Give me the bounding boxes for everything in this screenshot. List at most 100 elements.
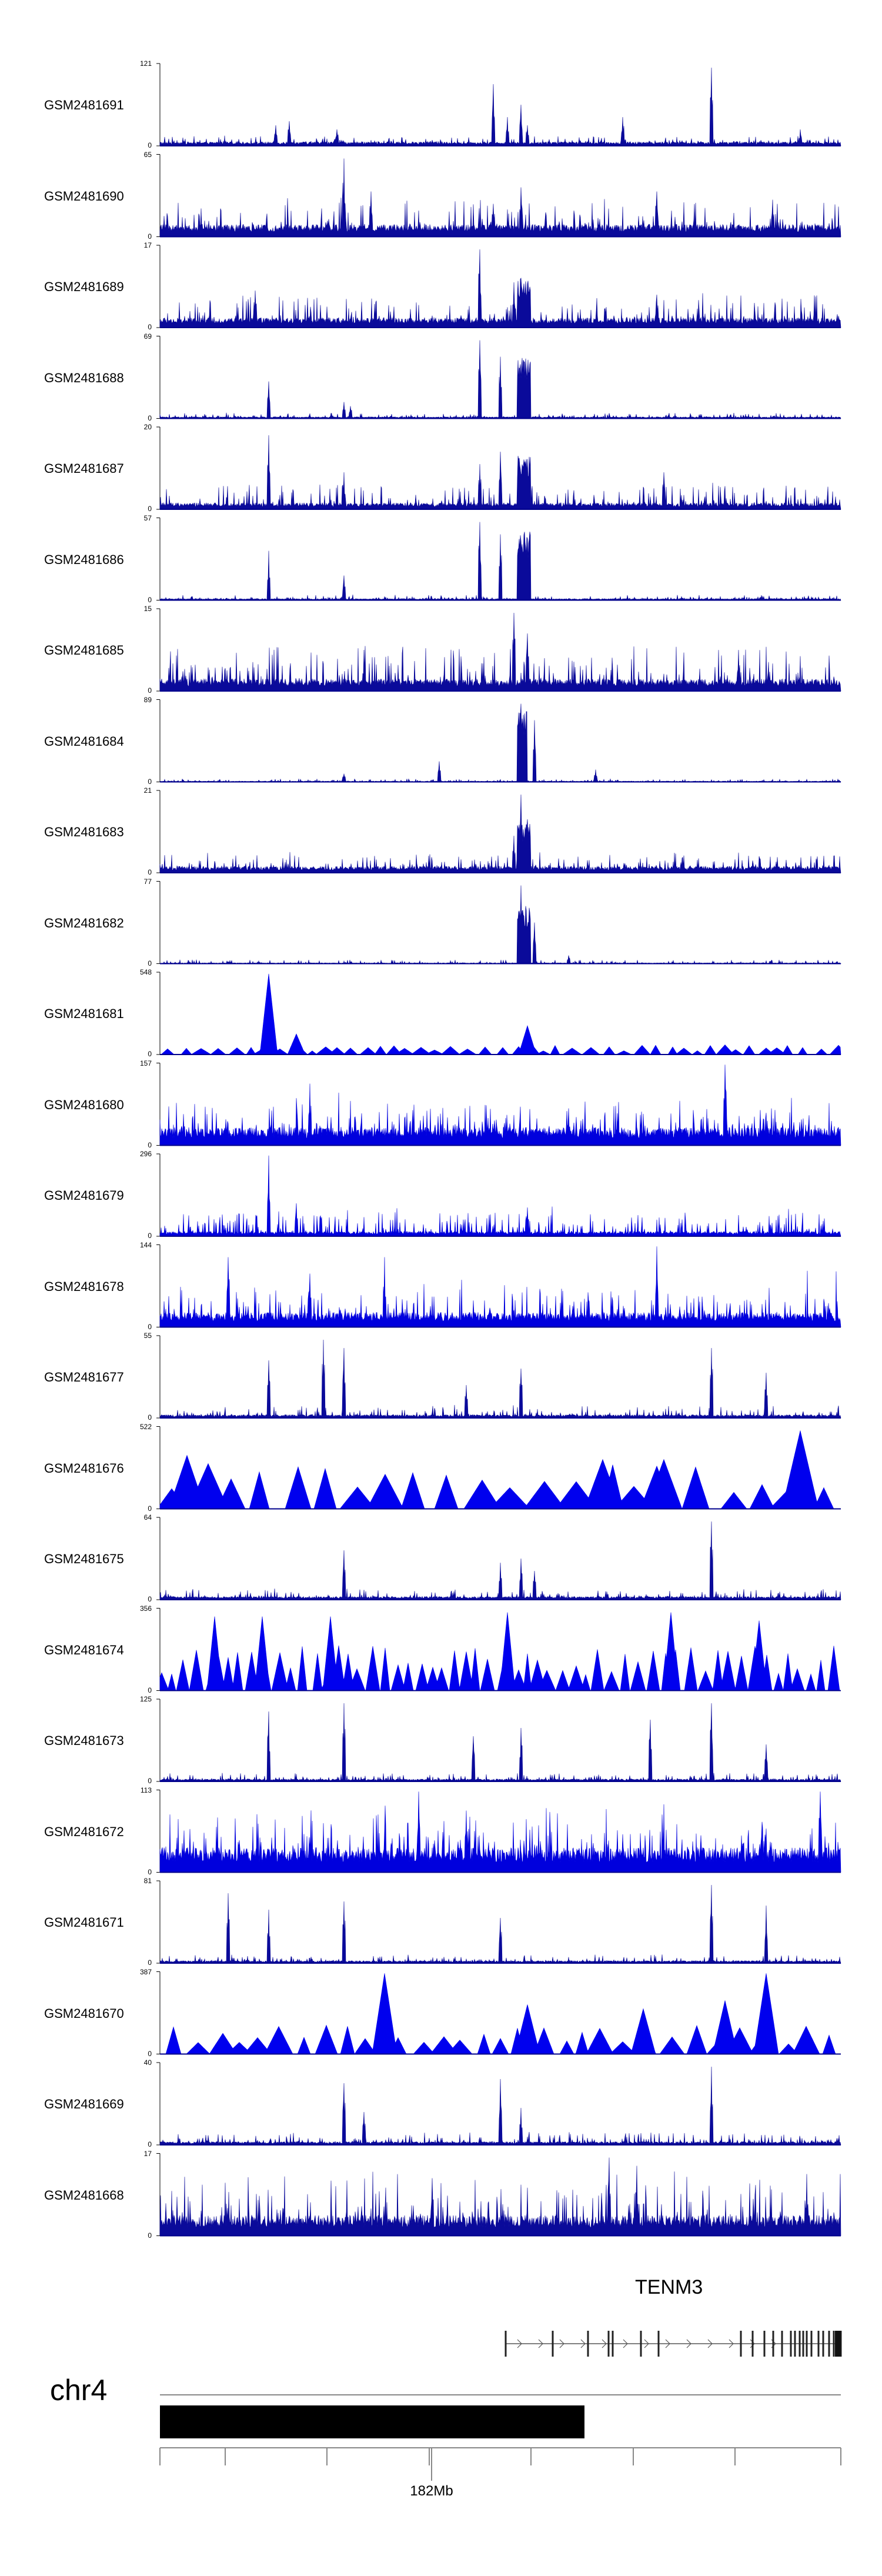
gene-model — [505, 2331, 842, 2357]
track-label: GSM2481676 — [44, 1460, 124, 1476]
y-axis-max-label: 65 — [143, 150, 152, 159]
track-gsm2481683 — [156, 790, 841, 873]
strand-arrow — [517, 2339, 522, 2348]
track-label: GSM2481673 — [44, 1733, 124, 1748]
y-axis-min-label: 0 — [148, 1413, 152, 1422]
signal-area — [159, 249, 841, 328]
y-axis-max-label: 125 — [139, 1695, 152, 1703]
exon — [835, 2331, 841, 2357]
track-label: GSM2481672 — [44, 1824, 124, 1839]
y-axis-max-label: 17 — [143, 2149, 152, 2158]
track-label: GSM2481686 — [44, 552, 124, 567]
exon — [817, 2331, 820, 2357]
y-axis-max-label: 17 — [143, 241, 152, 249]
exon — [552, 2331, 554, 2357]
track-gsm2481669 — [156, 2062, 841, 2145]
track-gsm2481686 — [156, 518, 841, 601]
exon — [612, 2331, 614, 2357]
y-axis-max-label: 548 — [139, 968, 152, 976]
track-gsm2481679 — [156, 1153, 841, 1237]
track-label: GSM2481679 — [44, 1188, 124, 1203]
signal-area — [159, 1430, 841, 1510]
track-label: GSM2481687 — [44, 461, 124, 476]
y-axis-min-label: 0 — [148, 777, 152, 786]
y-axis-max-label: 522 — [139, 1422, 152, 1431]
scale-tick-label: 182Mb — [410, 2483, 453, 2499]
y-axis-max-label: 89 — [143, 695, 152, 704]
y-axis-min-label: 0 — [148, 232, 152, 241]
track-gsm2481676 — [156, 1426, 841, 1510]
signal-area — [159, 1703, 841, 1782]
track-label: GSM2481691 — [44, 98, 124, 112]
y-axis-max-label: 81 — [143, 1877, 152, 1885]
track-label: GSM2481690 — [44, 188, 124, 203]
y-axis-max-label: 55 — [143, 1332, 152, 1340]
track-label: GSM2481671 — [44, 1915, 124, 1930]
signal-area — [159, 612, 841, 692]
y-axis-min-label: 0 — [148, 1050, 152, 1058]
y-axis-min-label: 0 — [148, 141, 152, 149]
exon — [822, 2331, 824, 2357]
strand-arrow — [750, 2339, 755, 2348]
signal-area — [159, 340, 841, 419]
y-axis-min-label: 0 — [148, 959, 152, 967]
y-axis-min-label: 0 — [148, 1322, 152, 1331]
track-gsm2481675 — [156, 1517, 841, 1600]
track-label: GSM2481674 — [44, 1642, 124, 1657]
track-label: GSM2481689 — [44, 279, 124, 294]
strand-arrow — [623, 2339, 628, 2348]
exon — [810, 2331, 813, 2357]
chromosome-ideogram — [159, 2394, 841, 2481]
signal-area — [159, 158, 841, 237]
track-label: GSM2481678 — [44, 1279, 124, 1294]
strand-arrow — [580, 2339, 586, 2348]
track-label: GSM2481683 — [44, 825, 124, 839]
exon — [799, 2331, 801, 2357]
signal-area — [159, 1791, 841, 1873]
signal-area — [159, 522, 841, 600]
y-axis-max-label: 157 — [139, 1059, 152, 1067]
y-axis-max-label: 356 — [139, 1604, 152, 1613]
exon — [505, 2331, 507, 2357]
y-axis-min-label: 0 — [148, 1686, 152, 1694]
y-axis-max-label: 20 — [143, 423, 152, 431]
track-gsm2481687 — [156, 426, 841, 510]
exon — [763, 2331, 766, 2357]
signal-area — [159, 2157, 841, 2236]
y-axis-max-label: 77 — [143, 877, 152, 886]
track-gsm2481672 — [156, 1790, 841, 1873]
track-label: GSM2481668 — [44, 2187, 124, 2203]
track-gsm2481684 — [156, 699, 841, 783]
track-label: GSM2481675 — [44, 1551, 124, 1566]
signal-area — [159, 703, 841, 782]
exon — [657, 2331, 660, 2357]
y-axis-min-label: 0 — [148, 1232, 152, 1240]
track-label: GSM2481681 — [44, 1006, 124, 1021]
signal-area — [159, 885, 842, 964]
y-axis-min-label: 0 — [148, 686, 152, 695]
signal-area — [159, 435, 841, 510]
y-axis-min-label: 0 — [148, 2231, 152, 2240]
track-label: GSM2481670 — [44, 2006, 124, 2021]
exon — [806, 2331, 808, 2357]
y-axis-min-label: 0 — [148, 2049, 152, 2058]
track-label: GSM2481688 — [44, 370, 124, 385]
strand-arrow — [602, 2339, 607, 2348]
y-axis-max-label: 21 — [143, 786, 152, 795]
track-gsm2481671 — [156, 1880, 841, 1964]
track-label: GSM2481677 — [44, 1370, 124, 1384]
signal-area — [159, 1155, 841, 1237]
y-axis-max-label: 40 — [143, 2058, 152, 2067]
exon — [833, 2331, 835, 2357]
signal-area — [160, 973, 841, 1055]
track-gsm2481690 — [156, 154, 841, 238]
strand-arrow — [665, 2339, 670, 2348]
exon — [802, 2331, 804, 2357]
strand-arrow — [686, 2339, 691, 2348]
track-gsm2481670 — [156, 1971, 841, 2055]
chromosome-label: chr4 — [50, 2374, 108, 2407]
exon — [751, 2331, 754, 2357]
signal-area — [159, 67, 841, 146]
signal-area — [159, 1065, 841, 1146]
